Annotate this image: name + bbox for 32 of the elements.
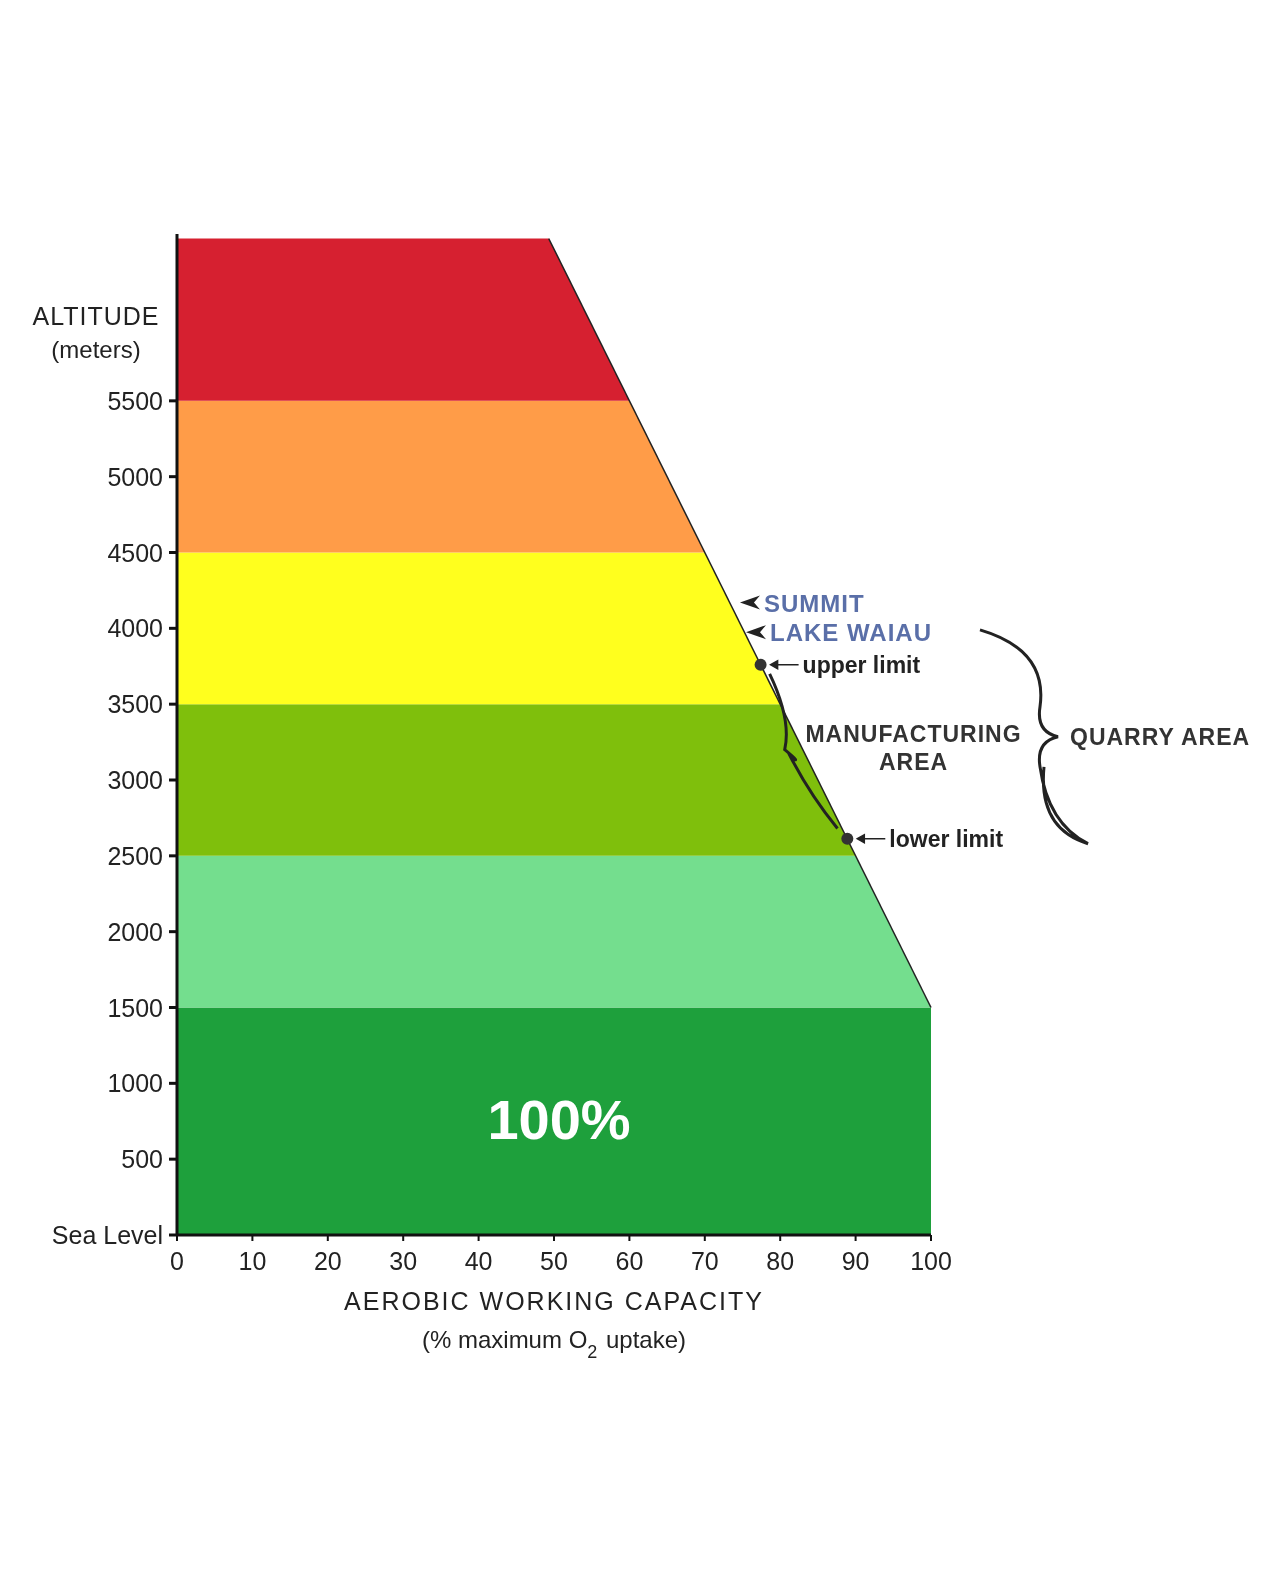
annotation: lower limit (889, 825, 1004, 852)
x-tick-label: 20 (313, 1247, 342, 1275)
x-tick-label: 60 (615, 1247, 644, 1275)
x-tick-label: 10 (238, 1247, 267, 1275)
y-tick-label: 2000 (107, 917, 163, 946)
x-tick-label: 80 (766, 1247, 795, 1275)
y-tick-label: 1000 (107, 1069, 163, 1098)
y-tick-label: Sea Level (51, 1221, 163, 1249)
x-tick-label: 50 (540, 1247, 568, 1275)
text: QUARRY AREA (1070, 723, 1251, 750)
y-tick-label: 3500 (107, 690, 163, 719)
y-tick-label: 5000 (107, 462, 163, 491)
y-tick-label: 3000 (107, 766, 163, 794)
y-tick-label: 1500 (107, 993, 163, 1022)
x-tick-label: 30 (389, 1247, 418, 1275)
annotation: LAKE WAIAU (770, 619, 933, 647)
x-tick-label: 90 (841, 1247, 870, 1275)
y-tick-label: 500 (121, 1145, 163, 1174)
y-tick-label: 5500 (107, 386, 163, 415)
x-axis-title: AEROBIC WORKING CAPACITY (% maximum O$_{2}$ uptake) (344, 1287, 764, 1362)
y-axis-title: ALTITUDE (meters) (32, 302, 160, 363)
annotation: 100% (487, 1088, 631, 1152)
annotation: upper limit (802, 651, 921, 678)
x-tick-label: 70 (690, 1247, 719, 1275)
x-tick-label: 40 (464, 1247, 493, 1275)
y-tick-label: 2500 (107, 841, 163, 870)
y-tick-label: 4000 (107, 614, 163, 643)
annotation: MANUFACTURING AREA (805, 720, 1022, 775)
y-tick-label: 4500 (107, 538, 163, 567)
x-tick-label: 0 (170, 1247, 184, 1275)
x-tick-label: 100 (910, 1247, 952, 1275)
annotation: SUMMIT (763, 589, 865, 617)
